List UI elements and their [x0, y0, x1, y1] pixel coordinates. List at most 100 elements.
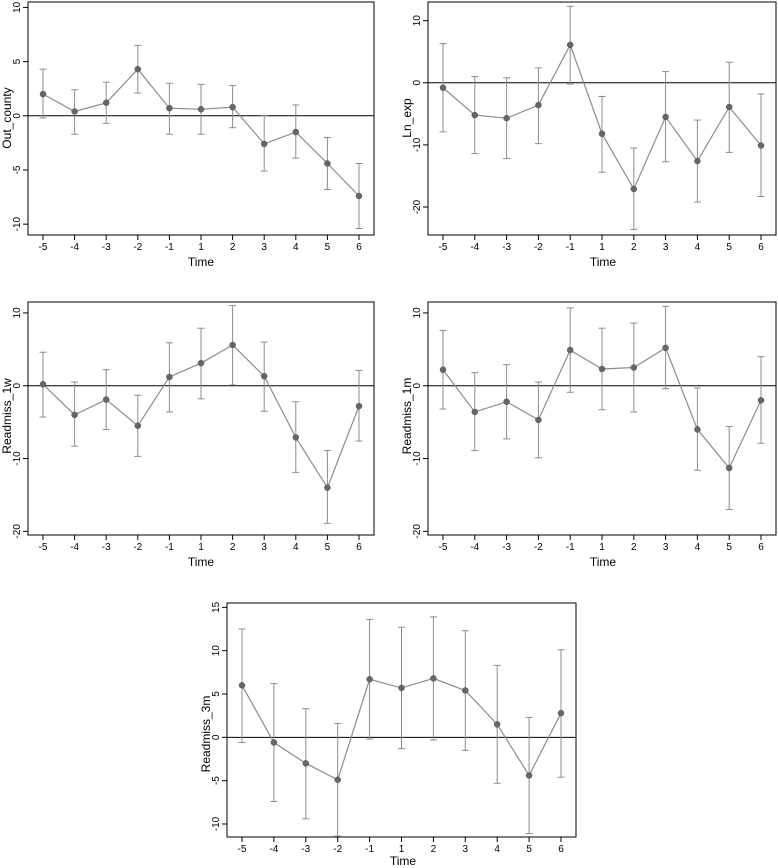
x-tick-label: 5: [325, 242, 331, 253]
data-point: [630, 185, 638, 193]
x-tick-label: -4: [470, 242, 479, 253]
x-axis-label: Time: [390, 854, 417, 868]
y-axis-label: Out_county: [0, 87, 14, 148]
x-tick-label: -5: [439, 242, 448, 253]
data-point: [134, 422, 142, 430]
x-tick-label: -4: [70, 542, 79, 553]
panel-readmiss-1m: Readmiss_1m Time -20 -10 0 10 -5 -4 -3 -2 -1 1 2 3 4…: [400, 301, 777, 569]
x-tick-label: -5: [39, 542, 48, 553]
x-tick-label: 3: [463, 844, 469, 855]
y-tick-label: 15: [211, 601, 222, 613]
data-point: [439, 84, 447, 91]
x-tick-label: 1: [198, 242, 204, 253]
data-point: [260, 140, 268, 148]
data-point: [430, 675, 437, 682]
y-tick-label: -20: [412, 524, 423, 539]
data-point: [598, 130, 606, 137]
x-tick-label: 6: [758, 242, 764, 253]
x-tick-label: -1: [165, 242, 174, 253]
data-point: [102, 396, 110, 403]
x-tick-label: 1: [599, 242, 605, 253]
data-point: [462, 687, 469, 694]
x-tick-label: 3: [261, 242, 267, 253]
data-point: [662, 344, 669, 352]
data-point: [725, 103, 733, 111]
data-point: [134, 65, 142, 73]
x-tick-label: 4: [293, 242, 299, 253]
y-tick-label: -10: [12, 451, 23, 466]
y-tick-label: -20: [412, 199, 423, 214]
x-tick-label: -2: [133, 242, 142, 253]
x-tick-label: 3: [663, 242, 669, 253]
data-point: [694, 426, 701, 433]
x-tick-label: -1: [365, 844, 374, 855]
data-point: [566, 346, 574, 354]
x-tick-label: -5: [39, 242, 48, 253]
data-point: [197, 106, 205, 113]
panel-readmiss-1w: Readmiss_1w Time -20 -10 0 10 -5 -4 -3 -2 -1 1 2 3 4…: [0, 301, 375, 569]
data-point: [662, 113, 669, 121]
data-point: [229, 341, 236, 349]
x-tick-label: -5: [439, 542, 448, 553]
x-tick-label: 4: [494, 844, 500, 855]
y-tick-label: -10: [211, 816, 222, 831]
data-point: [525, 772, 533, 779]
data-point: [471, 111, 479, 119]
y-tick-label: 0: [12, 113, 23, 119]
data-point: [535, 416, 542, 424]
data-point: [725, 464, 733, 472]
y-tick-label: 10: [412, 307, 423, 319]
x-tick-label: 4: [695, 542, 701, 553]
x-tick-label: 1: [198, 542, 204, 553]
data-point: [324, 160, 331, 167]
y-tick-label: 10: [211, 645, 222, 657]
x-tick-label: -1: [566, 242, 575, 253]
x-tick-label: 6: [356, 542, 362, 553]
data-point: [39, 90, 47, 98]
data-point: [355, 402, 363, 410]
data-point: [197, 359, 205, 367]
x-tick-label: -5: [238, 844, 247, 855]
data-point: [566, 41, 574, 49]
x-tick-label: 5: [726, 242, 732, 253]
y-tick-label: 0: [412, 80, 423, 86]
y-tick-label: -5: [211, 776, 222, 785]
data-point: [71, 108, 78, 115]
data-point: [229, 103, 236, 111]
data-point: [71, 411, 78, 419]
x-tick-label: 2: [230, 242, 236, 253]
y-axis-label: Readmiss_3m: [199, 696, 213, 773]
x-tick-label: -2: [534, 542, 543, 553]
y-tick-label: 5: [12, 58, 23, 64]
x-tick-label: 2: [631, 542, 637, 553]
x-tick-label: -3: [502, 242, 511, 253]
data-point: [166, 373, 173, 381]
x-tick-label: -3: [102, 242, 111, 253]
x-tick-label: -4: [70, 242, 79, 253]
data-point: [292, 128, 300, 136]
y-tick-label: 10: [12, 1, 23, 13]
x-axis-label: Time: [590, 255, 617, 269]
data-point: [503, 398, 510, 406]
x-tick-label: -2: [333, 844, 342, 855]
x-tick-label: -3: [102, 542, 111, 553]
x-axis-label: Time: [188, 555, 215, 569]
y-tick-label: -20: [12, 524, 23, 539]
x-tick-label: 3: [261, 542, 267, 553]
x-tick-label: -4: [470, 542, 479, 553]
data-point: [598, 365, 606, 373]
data-point: [166, 104, 173, 112]
y-tick-label: 0: [211, 734, 222, 740]
data-point: [270, 739, 278, 746]
data-point: [757, 142, 765, 149]
x-tick-label: -1: [566, 542, 575, 553]
data-point: [535, 101, 542, 109]
x-tick-label: 5: [325, 542, 331, 553]
data-point: [398, 684, 405, 692]
data-point: [757, 397, 765, 404]
data-point: [471, 408, 479, 416]
x-axis-label: Time: [590, 555, 617, 569]
data-point: [439, 366, 447, 373]
x-tick-label: 1: [399, 844, 405, 855]
